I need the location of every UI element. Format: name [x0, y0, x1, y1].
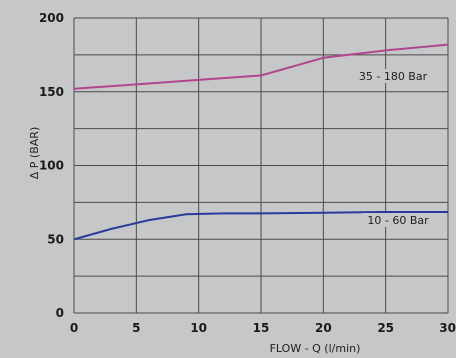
y-tick-label: 50	[47, 232, 64, 246]
series-label: 10 - 60 Bar	[367, 214, 429, 227]
series-label: 35 - 180 Bar	[359, 70, 428, 83]
x-tick-label: 25	[377, 321, 394, 335]
y-tick-label: 100	[39, 159, 64, 173]
series-labels: 35 - 180 Bar 10 - 60 Bar	[357, 69, 434, 227]
y-tick-labels: 0 50 100 150 200	[39, 11, 64, 320]
x-tick-label: 5	[132, 321, 140, 335]
y-axis-title: Δ P (BAR)	[28, 127, 41, 179]
series-line	[73, 43, 449, 90]
x-tick-label: 15	[253, 321, 270, 335]
x-tick-label: 30	[439, 321, 456, 335]
x-axis-title: FLOW - Q (l/min)	[270, 342, 361, 355]
y-tick-label: 0	[56, 306, 64, 320]
y-tick-label: 150	[39, 85, 64, 99]
x-tick-label: 0	[70, 321, 78, 335]
series-lines	[73, 43, 449, 241]
grid	[73, 17, 449, 314]
series-label-bg	[357, 69, 429, 83]
x-tick-label: 20	[315, 321, 332, 335]
series-label-bg	[362, 213, 434, 227]
series-line	[73, 211, 448, 241]
y-tick-label: 200	[39, 11, 64, 25]
x-tick-labels: 0 5 10 15 20 25 30	[70, 321, 456, 335]
x-tick-label: 10	[190, 321, 207, 335]
